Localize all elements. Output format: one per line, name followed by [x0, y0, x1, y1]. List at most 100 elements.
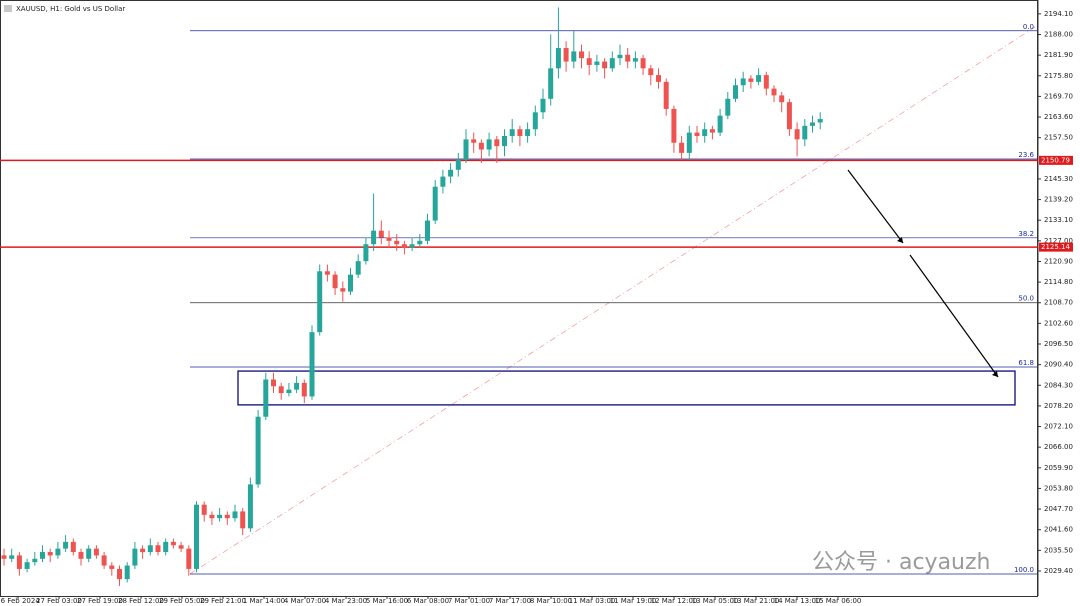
- x-tick-label: 6 Mar 08:00: [407, 597, 449, 605]
- candle-body: [255, 416, 261, 485]
- y-tick-label: 2188.00: [1044, 31, 1073, 39]
- candle-body: [340, 288, 346, 292]
- candle-body: [471, 139, 477, 143]
- candle-body: [155, 545, 161, 553]
- candle-body: [656, 75, 661, 82]
- candle-body: [694, 132, 700, 136]
- x-tick-label: 7 Mar 01:00: [448, 597, 490, 605]
- candle-body: [86, 548, 92, 559]
- candle-body: [517, 129, 523, 136]
- trend-line: [189, 24, 1039, 575]
- y-tick-label: 2133.10: [1044, 216, 1073, 224]
- x-tick-label: 12 Mar 12:00: [651, 597, 698, 605]
- candle-body: [271, 379, 276, 387]
- price-tag-label: 2125.14: [1041, 243, 1070, 251]
- candle-body: [748, 78, 754, 82]
- candle-body: [140, 548, 146, 553]
- candle-body: [579, 51, 584, 59]
- candle-body: [794, 129, 800, 140]
- candle-body: [378, 230, 384, 238]
- candle-body: [47, 552, 53, 556]
- candle-body: [802, 125, 808, 140]
- x-tick-label: 7 Mar 17:00: [489, 597, 531, 605]
- candle-body: [355, 261, 361, 275]
- candle-body: [124, 565, 130, 580]
- y-tick-label: 2041.60: [1044, 526, 1073, 534]
- fib-label: 38.2: [1018, 230, 1034, 238]
- candle-body: [455, 159, 461, 170]
- y-tick-label: 2059.90: [1044, 464, 1073, 472]
- candle-body: [117, 568, 122, 580]
- candle-body: [786, 102, 792, 130]
- fib-label: 100.0: [1014, 566, 1034, 574]
- x-tick-label: 11 Mar 19:00: [610, 597, 657, 605]
- candle-body: [679, 142, 685, 153]
- y-tick-label: 2102.60: [1044, 319, 1073, 327]
- y-tick-label: 2163.60: [1044, 113, 1073, 121]
- y-tick-label: 2127.00: [1044, 237, 1073, 245]
- candle-body: [532, 112, 538, 130]
- candle-body: [317, 271, 323, 333]
- chart-title: XAUUSD, H1: Gold vs US Dollar: [16, 5, 125, 13]
- candle-body: [432, 186, 438, 221]
- price-tag: [1039, 155, 1073, 165]
- candle-body: [63, 541, 69, 549]
- candle-body: [301, 382, 307, 397]
- x-tick-label: 13 Mar 21:00: [733, 597, 780, 605]
- candle-body: [671, 108, 677, 143]
- y-tick-label: 2114.80: [1044, 278, 1073, 286]
- y-tick-label: 2072.10: [1044, 423, 1073, 431]
- candle-body: [132, 548, 138, 566]
- candle-body: [324, 271, 330, 275]
- candle-body: [563, 48, 569, 62]
- candle-body: [709, 129, 715, 133]
- candle-body: [363, 244, 369, 262]
- candle-body: [756, 75, 762, 82]
- x-tick-label: 29 Feb 05:00: [159, 597, 205, 605]
- candle-body: [594, 61, 600, 65]
- x-tick-label: 26 Feb 2024: [0, 597, 40, 605]
- y-tick-label: 2029.40: [1044, 567, 1073, 575]
- x-tick-label: 28 Feb 12:00: [118, 597, 164, 605]
- candle-body: [240, 511, 246, 529]
- candle-body: [93, 548, 99, 556]
- candle-body: [194, 504, 199, 569]
- candle-body: [525, 129, 531, 136]
- candle-body: [78, 552, 84, 559]
- candle-body: [294, 382, 300, 390]
- y-tick-label: 2175.80: [1044, 72, 1073, 80]
- candle-body: [502, 135, 507, 147]
- candle-body: [209, 514, 215, 519]
- fib-label: 23.6: [1018, 151, 1034, 159]
- candle-body: [309, 332, 315, 397]
- candle-body: [109, 565, 115, 569]
- candle-body: [540, 98, 546, 113]
- candle-body: [625, 54, 631, 62]
- candle-body: [810, 122, 815, 126]
- candle-body: [409, 244, 415, 248]
- candle-body: [332, 274, 338, 289]
- price-tag: [1039, 242, 1073, 252]
- y-tick-label: 2157.50: [1044, 134, 1073, 142]
- candle-body: [602, 61, 608, 69]
- candle-body: [486, 139, 492, 150]
- price-tag-label: 2150.79: [1041, 156, 1070, 164]
- candle-body: [717, 115, 723, 133]
- plot-frame: [0, 0, 1038, 597]
- candle-body: [440, 176, 446, 187]
- candle-body: [55, 548, 61, 556]
- candle-body: [663, 81, 669, 109]
- candle-body: [425, 220, 430, 241]
- y-tick-label: 2035.50: [1044, 546, 1073, 554]
- candle-body: [401, 244, 407, 248]
- candle-body: [763, 75, 769, 89]
- candle-body: [101, 555, 107, 566]
- x-tick-label: 27 Feb 19:00: [77, 597, 123, 605]
- candle-body: [586, 58, 592, 65]
- candle-body: [771, 88, 777, 96]
- y-tick-label: 2120.90: [1044, 257, 1073, 265]
- y-tick-label: 2053.80: [1044, 484, 1073, 492]
- candle-body: [779, 95, 785, 103]
- candle-body: [278, 386, 284, 394]
- candle-body: [686, 132, 692, 153]
